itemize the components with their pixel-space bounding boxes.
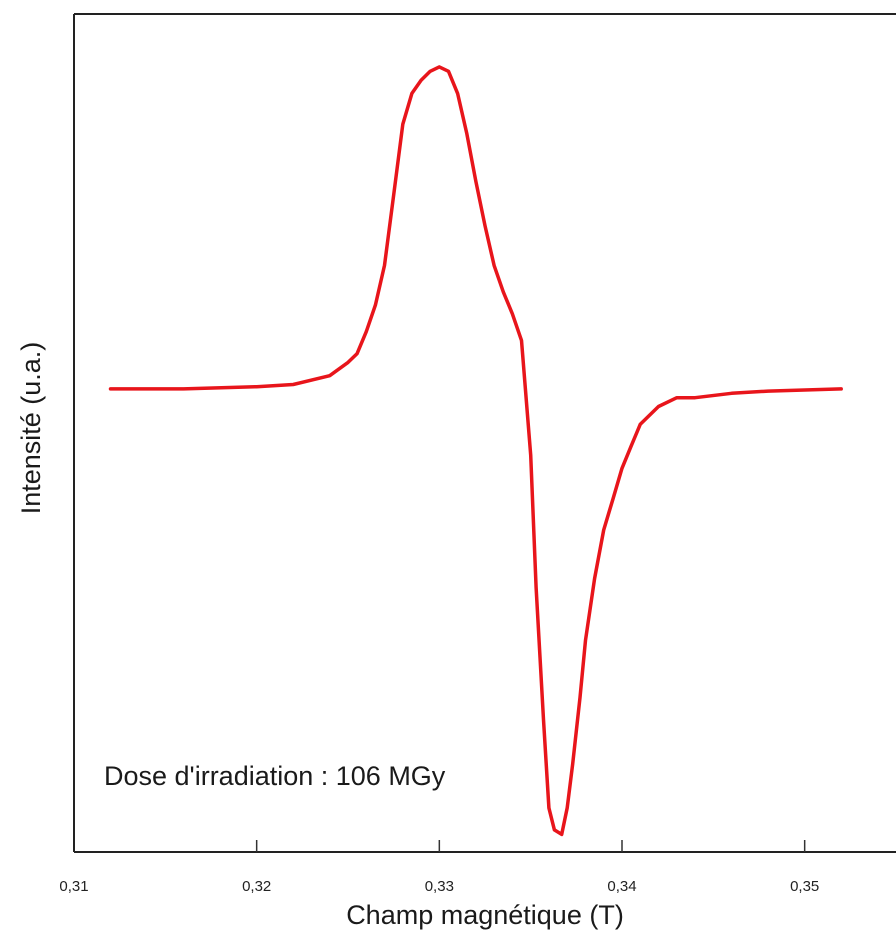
x-tick-label: 0,31: [59, 878, 88, 895]
x-tick-label: 0,32: [242, 878, 271, 895]
x-tick-label: 0,33: [425, 878, 454, 895]
dose-annotation: Dose d'irradiation : 106 MGy: [104, 761, 446, 791]
x-axis-ticks: [255, 840, 806, 852]
spectrum-series-line: [108, 65, 843, 837]
x-axis-tick-labels: 0,31 0,32 0,33 0,34 0,35: [59, 878, 819, 895]
x-axis-title: Champ magnétique (T): [346, 900, 624, 930]
x-tick-label: 0,34: [607, 878, 636, 895]
series-layer: [108, 65, 843, 837]
x-tick-label: 0,35: [790, 878, 819, 895]
y-axis-title: Intensité (u.a.): [16, 342, 46, 515]
plot-frame: [73, 13, 896, 853]
